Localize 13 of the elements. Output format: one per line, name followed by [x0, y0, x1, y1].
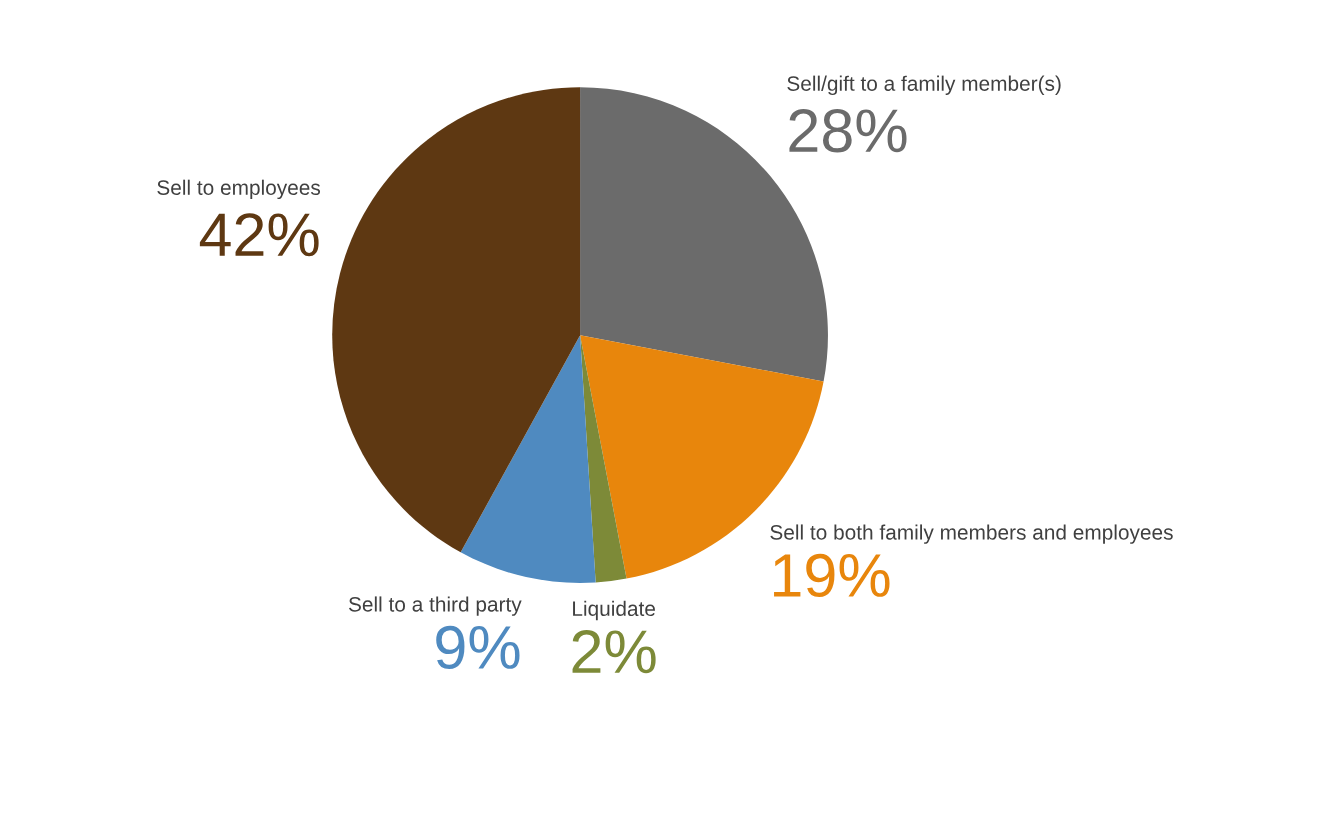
slice-label: Sell to employees — [157, 179, 321, 200]
slice-label: Liquidate — [573, 600, 655, 621]
data-label: 19% — [774, 553, 890, 598]
data-label: 2% — [572, 630, 656, 674]
data-label: 9% — [436, 625, 520, 670]
slice-label: Sell/gift to a family member(s) — [787, 75, 1061, 96]
pie-slice — [332, 87, 581, 553]
data-label: 42% — [199, 213, 319, 257]
slice-label: Sell to both family members and employees — [770, 524, 1173, 544]
slice-label: Sell to a third party — [348, 596, 522, 616]
data-label: 28% — [789, 109, 907, 153]
pie-slice — [460, 335, 596, 584]
pie-slice — [580, 335, 627, 583]
